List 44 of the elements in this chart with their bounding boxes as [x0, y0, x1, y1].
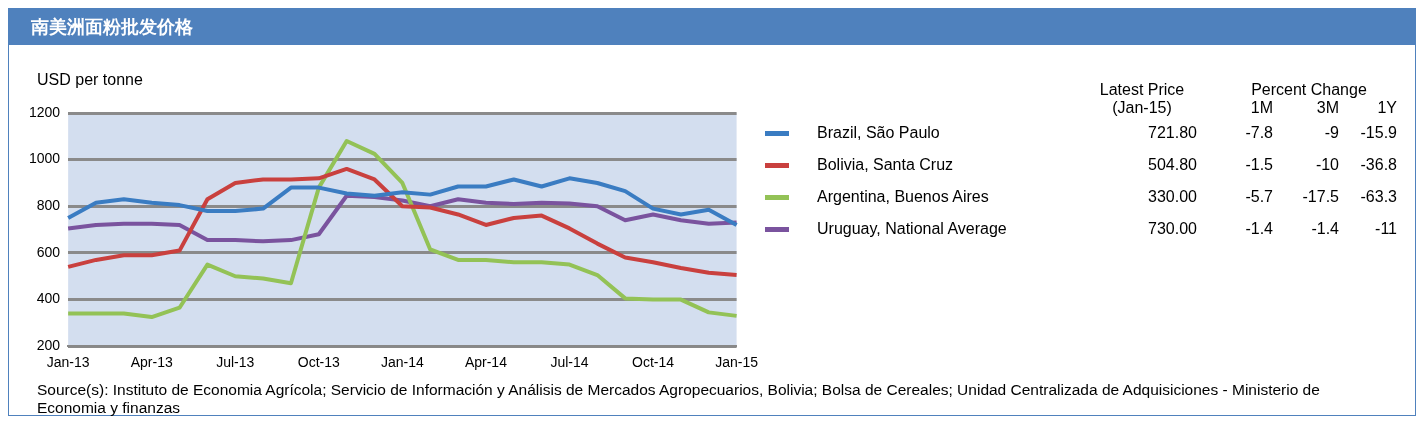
y-axis-title: USD per tonne	[37, 71, 143, 89]
x-tick-label: Oct-14	[632, 354, 675, 371]
text: -1.4	[1310, 220, 1339, 238]
y-tick-label: 800	[36, 197, 61, 214]
x-tick-label: Oct-13	[297, 354, 341, 371]
y-tick-label: 600	[36, 243, 61, 260]
x-tick-label: Jan-14	[380, 354, 424, 371]
y-tick-label: 200	[36, 337, 61, 354]
text: -9	[1323, 124, 1339, 142]
legend-label: Brazil, São Paulo	[817, 124, 941, 142]
text: -17.5	[1301, 188, 1339, 206]
legend-label: Bolivia, Santa Cruz	[817, 156, 955, 174]
text: -11	[1374, 220, 1397, 238]
text: -36.8	[1359, 156, 1397, 174]
text: 330.00	[1147, 188, 1197, 206]
x-tick-label: Apr-14	[464, 354, 508, 371]
text: 730.00	[1147, 220, 1197, 238]
x-tick-label: Jul-13	[216, 354, 255, 371]
chart-title: 南美洲面粉批发价格	[9, 9, 1415, 45]
text: 1Y	[1376, 99, 1397, 117]
text: -7.8	[1244, 124, 1273, 142]
legend-label: Argentina, Buenos Aires	[817, 188, 990, 206]
text: (Jan-15)	[1111, 99, 1173, 117]
x-tick-label: Apr-13	[130, 354, 173, 371]
text: -1.4	[1244, 220, 1273, 238]
y-tick-label: 1200	[28, 103, 61, 120]
text: Latest Price	[1098, 81, 1186, 99]
text: 721.80	[1147, 124, 1197, 142]
y-tick-label: 400	[36, 290, 61, 307]
text: 1M	[1249, 99, 1273, 117]
x-tick-label: Jul-14	[550, 354, 589, 371]
text: Percent Change	[1250, 81, 1368, 99]
y-tick-label: 1000	[28, 150, 61, 167]
text: -15.9	[1359, 124, 1397, 142]
legend-label: Uruguay, National Average	[817, 220, 1008, 238]
x-tick-label: Jan-15	[715, 354, 759, 371]
text: -63.3	[1359, 188, 1397, 206]
source-note: Source(s): Instituto de Economia Agrícola; Servicio de Información y Análisis de Mercados Agropecuarios, Bolivia; Bolsa de Cereales; Unidad Centralizada de Adquisiciones - Ministerio de Economia y finanzas	[37, 381, 1321, 417]
text: -1.5	[1244, 156, 1273, 174]
x-tick-label: Jan-13	[46, 354, 90, 371]
text: 3M	[1315, 99, 1339, 117]
text: -10	[1314, 156, 1339, 174]
text: 504.80	[1147, 156, 1197, 174]
text: -5.7	[1244, 188, 1273, 206]
